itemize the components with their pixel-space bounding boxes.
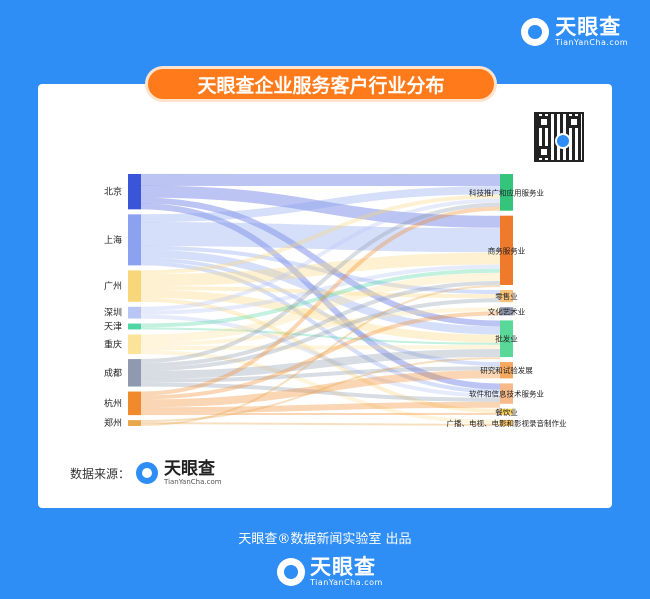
sankey-source-label: 北京	[104, 186, 122, 198]
sankey-target-node	[500, 408, 513, 415]
sankey-source-node	[128, 214, 141, 266]
sankey-link	[140, 382, 501, 402]
sankey-target-node	[500, 419, 513, 426]
sankey-source-label: 天津	[104, 322, 122, 333]
sankey-link	[140, 221, 501, 253]
sankey-source-label: 深圳	[104, 308, 122, 319]
sankey-target-node	[500, 320, 513, 358]
source-logo-name-cn: 天眼查	[164, 459, 216, 479]
sankey-link	[140, 198, 501, 311]
sankey-link	[140, 272, 501, 343]
bottom-logo-icon	[277, 557, 305, 586]
sankey-link	[140, 194, 501, 275]
sankey-link	[140, 245, 501, 295]
sankey-link	[140, 307, 501, 347]
sankey-link	[140, 252, 501, 287]
logo-name-en: TianYanCha.com	[555, 38, 628, 47]
sankey-link	[140, 185, 501, 228]
bottom-logo-name-cn: 天眼查	[310, 555, 376, 579]
sankey-link	[140, 401, 501, 414]
sankey-source-node	[128, 334, 141, 355]
sankey-source-label: 广州	[104, 280, 122, 292]
sankey-target-node	[500, 290, 513, 303]
sankey-link	[140, 348, 501, 379]
sankey-link	[140, 197, 501, 327]
sankey-target-label: 软件和信息技术服务业	[469, 389, 544, 399]
sankey-source-label: 上海	[104, 234, 122, 246]
sankey-link	[140, 327, 501, 345]
tianyancha-logo: 天眼查 TianYanCha.com	[521, 16, 628, 47]
sankey-source-label: 杭州	[104, 397, 122, 409]
sankey-target-label: 文化艺术业	[488, 306, 526, 316]
sankey-link	[140, 289, 501, 343]
bottom-logo-name-en: TianYanCha.com	[310, 578, 383, 587]
data-source-label: 数据来源：	[70, 466, 131, 481]
tianyancha-logo-icon	[521, 17, 550, 46]
sankey-link	[140, 366, 501, 383]
sankey-source-node	[128, 323, 141, 330]
sankey-link	[140, 422, 501, 426]
sankey-link	[140, 261, 501, 394]
sankey-link	[140, 285, 501, 427]
sankey-target-label: 广播、电视、电影和影视录音制作业	[447, 418, 567, 428]
sankey-target-label: 餐饮业	[495, 407, 518, 417]
sankey-link	[140, 286, 501, 299]
sankey-source-node	[128, 270, 141, 302]
sankey-link	[140, 206, 501, 396]
sankey-source-label: 重庆	[104, 338, 122, 350]
sankey-link	[140, 298, 501, 371]
sankey-source-node	[128, 391, 141, 416]
sankey-link	[140, 268, 501, 328]
sankey-link	[140, 314, 501, 398]
sankey-target-label: 零售业	[495, 291, 518, 301]
sankey-link	[140, 357, 501, 423]
source-logo-name-en: TianYanCha.com	[164, 478, 222, 486]
credit-line: 天眼查®数据新闻实验室 出品	[238, 532, 412, 547]
sankey-link	[140, 280, 501, 367]
sankey-target-node	[500, 174, 513, 211]
chart-title: 天眼查企业服务客户行业分布	[145, 66, 497, 102]
sankey-target-label: 商务服务业	[488, 245, 526, 255]
data-source: 数据来源： 天眼查 TianYanCha.com	[70, 460, 222, 486]
sankey-source-node	[128, 420, 141, 426]
sankey-target-node	[500, 362, 513, 379]
sankey-source-label: 郑州	[104, 417, 122, 429]
sankey-source-node	[128, 306, 141, 319]
sankey-target-node	[500, 307, 513, 316]
sankey-target-label: 批发业	[495, 334, 518, 344]
sankey-link	[140, 249, 501, 335]
sankey-link	[140, 203, 501, 390]
sankey-source-node	[128, 174, 141, 210]
sankey-link	[140, 264, 501, 315]
sankey-target-node	[500, 215, 513, 285]
sankey-source-node	[128, 359, 141, 387]
sankey-link	[140, 257, 501, 367]
sankey-link	[140, 186, 501, 223]
sankey-link	[140, 297, 501, 413]
logo-name-cn: 天眼查	[555, 15, 622, 39]
sankey-link	[140, 202, 501, 364]
sankey-link	[140, 350, 501, 424]
sankey-link	[140, 311, 501, 400]
sankey-target-node	[500, 383, 513, 404]
sankey-link	[140, 370, 501, 408]
sankey-source-label: 成都	[104, 367, 122, 379]
bottom-logo: 天眼查 TianYanCha.com	[277, 556, 383, 587]
sankey-link	[140, 344, 501, 351]
tianyancha-source-logo-icon	[136, 462, 159, 484]
sankey-target-label: 科技推广和应用服务业	[469, 187, 544, 197]
qr-code-icon[interactable]	[534, 112, 584, 162]
sankey-target-label: 研究和试验发展	[480, 365, 533, 375]
